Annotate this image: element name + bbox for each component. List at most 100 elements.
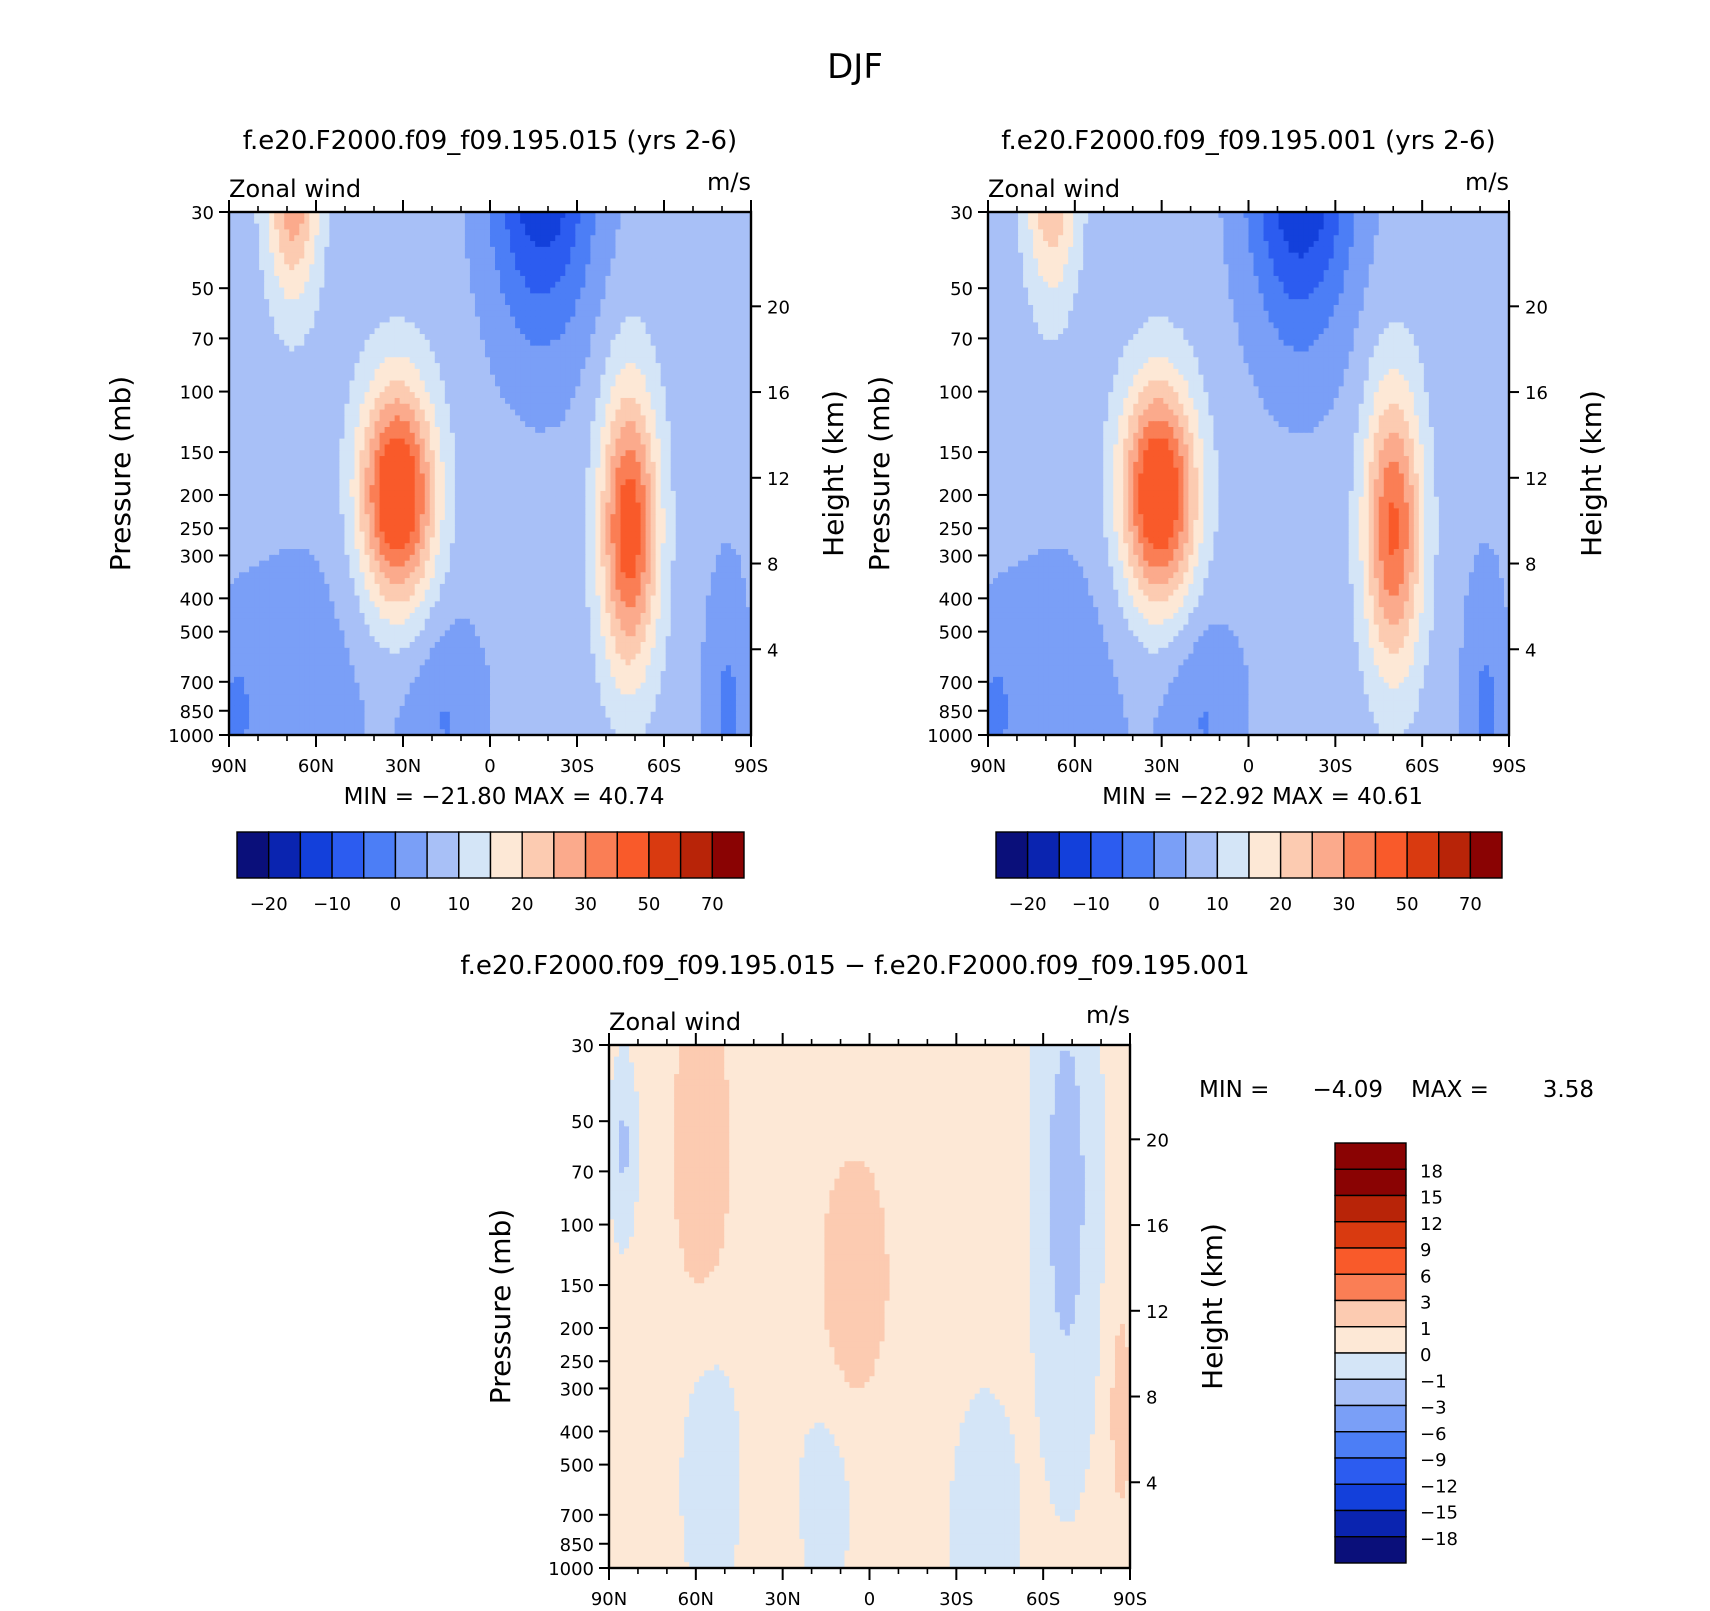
contour-cell [390,386,396,392]
contour-cell [676,363,682,369]
contour-cell [289,317,295,323]
contour-cell [264,392,270,398]
contour-cell [590,485,596,491]
contour-cell [651,444,657,450]
contour-cell [741,479,747,485]
contour-cell [615,427,621,433]
contour-cell [590,351,596,357]
contour-cell [254,317,260,323]
contour-cell [430,421,436,427]
contour-cell [515,479,521,485]
contour-cell [375,479,381,485]
contour-cell [525,474,531,480]
contour-cell [545,264,551,270]
contour-cell [349,363,355,369]
contour-cell [370,357,376,363]
contour-cell [706,433,712,439]
contour-cell [681,433,687,439]
contour-cell [726,270,732,276]
contour-cell [390,415,396,421]
contour-cell [299,293,305,299]
contour-cell [585,340,591,346]
contour-cell [681,357,687,363]
contour-cell [460,224,466,230]
contour-cell [691,293,697,299]
contour-cell [575,462,581,468]
contour-cell [540,421,546,427]
contour-cell [460,340,466,346]
contour-cell [445,317,451,323]
contour-cell [269,276,275,282]
contour-cell [390,299,396,305]
contour-cell [560,375,566,381]
contour-cell [234,456,240,462]
contour-cell [455,479,461,485]
contour-cell [324,369,330,375]
contour-cell [600,363,606,369]
contour-cell [314,258,320,264]
contour-cell [475,282,481,288]
contour-cell [274,258,280,264]
contour-cell [560,218,566,224]
contour-cell [706,351,712,357]
contour-cell [716,450,722,456]
contour-cell [565,415,571,421]
contour-cell [535,410,541,416]
contour-cell [445,444,451,450]
contour-cell [365,282,371,288]
contour-cell [550,363,556,369]
contour-cell [636,363,642,369]
contour-cell [515,288,521,294]
contour-cell [239,328,245,334]
contour-cell [445,369,451,375]
contour-cell [445,293,451,299]
contour-cell [656,241,662,247]
contour-cell [299,340,305,346]
contour-cell [450,439,456,445]
contour-cell [375,427,381,433]
contour-cell [234,247,240,253]
contour-cell [701,450,707,456]
contour-cell [721,264,727,270]
contour-cell [395,328,401,334]
contour-cell [385,386,391,392]
contour-cell [259,386,265,392]
contour-cell [430,305,436,311]
contour-cell [696,427,702,433]
contour-cell [661,224,667,230]
contour-cell [294,317,300,323]
contour-cell [249,247,255,253]
contour-cell [575,229,581,235]
contour-cell [349,276,355,282]
contour-cell [510,229,516,235]
contour-cell [570,282,576,288]
contour-cell [646,328,652,334]
contour-cell [284,363,290,369]
contour-cell [375,404,381,410]
contour-cell [641,357,647,363]
contour-cell [264,253,270,259]
contour-cell [425,270,431,276]
contour-cell [440,474,446,480]
contour-cell [686,474,692,480]
contour-cell [656,415,662,421]
contour-cell [530,375,536,381]
contour-cell [696,340,702,346]
contour-cell [465,218,471,224]
contour-cell [490,235,496,241]
contour-cell [334,444,340,450]
contour-cell [435,450,441,456]
contour-cell [545,404,551,410]
contour-cell [716,282,722,288]
contour-cell [560,293,566,299]
contour-cell [485,474,491,480]
contour-cell [666,456,672,462]
contour-cell [701,398,707,404]
contour-cell [380,392,386,398]
contour-cell [595,218,601,224]
contour-cell [425,381,431,387]
contour-cell [450,305,456,311]
contour-cell [585,270,591,276]
contour-cell [605,317,611,323]
contour-cell [269,305,275,311]
